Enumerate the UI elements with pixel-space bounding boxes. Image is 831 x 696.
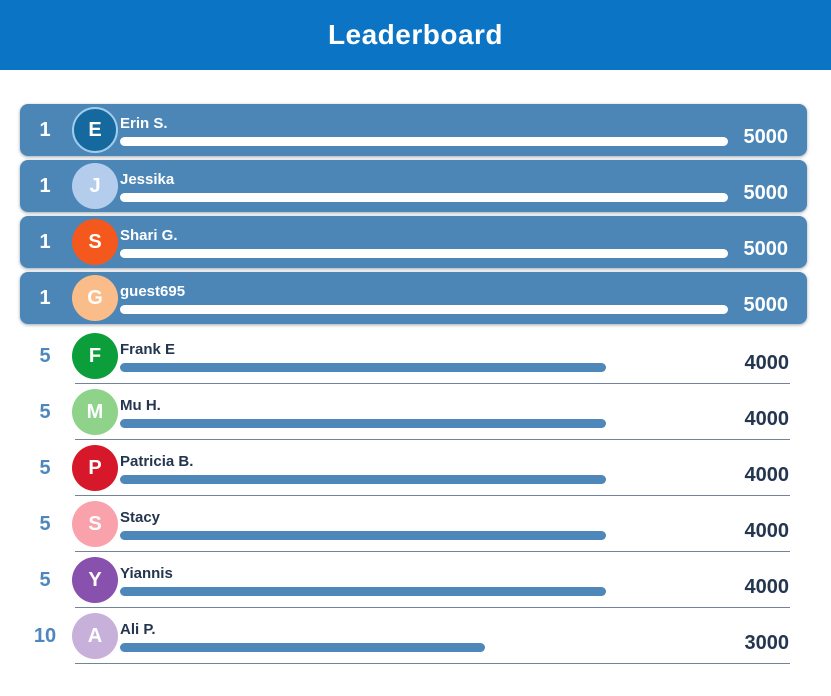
rank-label: 5 <box>39 568 51 591</box>
avatar: A <box>72 613 118 659</box>
leaderboard-row: 5 Y Yiannis 4000 <box>0 552 831 608</box>
score-bar <box>120 136 728 146</box>
score-value: 4000 <box>744 519 790 542</box>
player-name: Erin S. <box>120 114 168 132</box>
score-bar-fill <box>120 248 728 258</box>
avatar-initial: S <box>88 512 102 535</box>
player-info: Jessika <box>120 171 728 202</box>
avatar-initial: Y <box>88 568 102 591</box>
page-title: Leaderboard <box>327 19 504 50</box>
avatar-initial: J <box>89 174 101 197</box>
score-bar <box>120 418 728 428</box>
avatar-initial: E <box>88 118 102 141</box>
score-bar-fill <box>120 192 728 202</box>
score-bar <box>120 248 728 258</box>
row-divider <box>75 495 790 496</box>
player-name: Yiannis <box>120 564 173 582</box>
player-name: Frank E <box>120 340 176 358</box>
row-divider <box>75 607 790 608</box>
score-value: 5000 <box>743 125 789 148</box>
rank-label: 5 <box>39 456 51 479</box>
avatar-initial: G <box>87 286 103 309</box>
player-info: Stacy <box>120 509 728 540</box>
leaderboard-row: 10 A Ali P. 3000 <box>0 608 831 664</box>
score-bar <box>120 192 728 202</box>
player-info: guest695 <box>120 283 728 314</box>
rank-label: 5 <box>39 344 51 367</box>
score-bar <box>120 362 728 372</box>
player-name: Shari G. <box>120 226 178 244</box>
player-name: Stacy <box>120 508 161 526</box>
leaderboard-list: 1 E Erin S. 5000 1 J Jessika 5000 1 S <box>0 70 831 664</box>
player-name: Mu H. <box>120 396 161 414</box>
avatar: E <box>72 107 118 153</box>
score-value: 5000 <box>743 181 789 204</box>
score-value: 4000 <box>744 351 790 374</box>
score-bar-fill <box>120 474 607 484</box>
score-bar-fill <box>120 530 607 540</box>
avatar: S <box>72 219 118 265</box>
score-bar <box>120 530 728 540</box>
row-divider <box>75 663 790 664</box>
score-bar <box>120 474 728 484</box>
score-bar-fill <box>120 362 607 372</box>
rank-label: 1 <box>39 230 51 253</box>
score-bar-fill <box>120 586 607 596</box>
player-info: Erin S. <box>120 115 728 146</box>
score-bar <box>120 642 728 652</box>
avatar-initial: F <box>88 344 102 367</box>
rank-label: 1 <box>39 286 51 309</box>
score-bar-fill <box>120 304 728 314</box>
avatar: P <box>72 445 118 491</box>
row-divider <box>75 439 790 440</box>
rank-label: 1 <box>39 118 51 141</box>
score-value: 4000 <box>744 575 790 598</box>
leaderboard-row: 5 F Frank E 4000 <box>0 328 831 384</box>
rank-label: 1 <box>39 174 51 197</box>
player-info: Mu H. <box>120 397 728 428</box>
avatar-initial: P <box>88 456 102 479</box>
score-bar <box>120 304 728 314</box>
score-bar-fill <box>120 136 728 146</box>
leaderboard-row: 1 E Erin S. 5000 <box>20 104 807 156</box>
avatar: Y <box>72 557 118 603</box>
row-divider <box>75 551 790 552</box>
player-info: Yiannis <box>120 565 728 596</box>
player-info: Patricia B. <box>120 453 728 484</box>
leaderboard-row: 5 S Stacy 4000 <box>0 496 831 552</box>
score-bar-fill <box>120 642 485 652</box>
score-value: 5000 <box>743 237 789 260</box>
player-name: guest695 <box>120 282 186 300</box>
row-divider <box>75 383 790 384</box>
player-info: Frank E <box>120 341 728 372</box>
player-name: Jessika <box>120 170 175 188</box>
header-bar: Leaderboard <box>0 0 831 70</box>
score-value: 4000 <box>744 407 790 430</box>
rank-label: 5 <box>39 512 51 535</box>
score-value: 3000 <box>744 631 790 654</box>
avatar: F <box>72 333 118 379</box>
avatar: J <box>72 163 118 209</box>
player-name: Ali P. <box>120 620 156 638</box>
leaderboard-row: 5 P Patricia B. 4000 <box>0 440 831 496</box>
score-bar-fill <box>120 418 607 428</box>
score-value: 5000 <box>743 293 789 316</box>
avatar-initial: S <box>88 230 102 253</box>
leaderboard-row: 1 S Shari G. 5000 <box>20 216 807 268</box>
avatar-initial: M <box>86 400 104 423</box>
player-name: Patricia B. <box>120 452 194 470</box>
leaderboard-row: 1 G guest695 5000 <box>20 272 807 324</box>
player-info: Shari G. <box>120 227 728 258</box>
avatar: S <box>72 501 118 547</box>
leaderboard-row: 5 M Mu H. 4000 <box>0 384 831 440</box>
score-bar <box>120 586 728 596</box>
leaderboard-row: 1 J Jessika 5000 <box>20 160 807 212</box>
avatar: M <box>72 389 118 435</box>
avatar: G <box>72 275 118 321</box>
rank-label: 5 <box>39 400 51 423</box>
score-value: 4000 <box>744 463 790 486</box>
rank-label: 10 <box>33 624 57 647</box>
player-info: Ali P. <box>120 621 728 652</box>
avatar-initial: A <box>87 624 103 647</box>
